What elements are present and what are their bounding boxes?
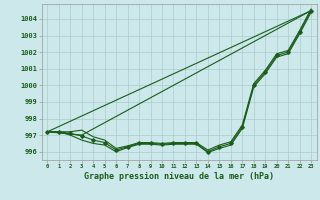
X-axis label: Graphe pression niveau de la mer (hPa): Graphe pression niveau de la mer (hPa) (84, 172, 274, 181)
